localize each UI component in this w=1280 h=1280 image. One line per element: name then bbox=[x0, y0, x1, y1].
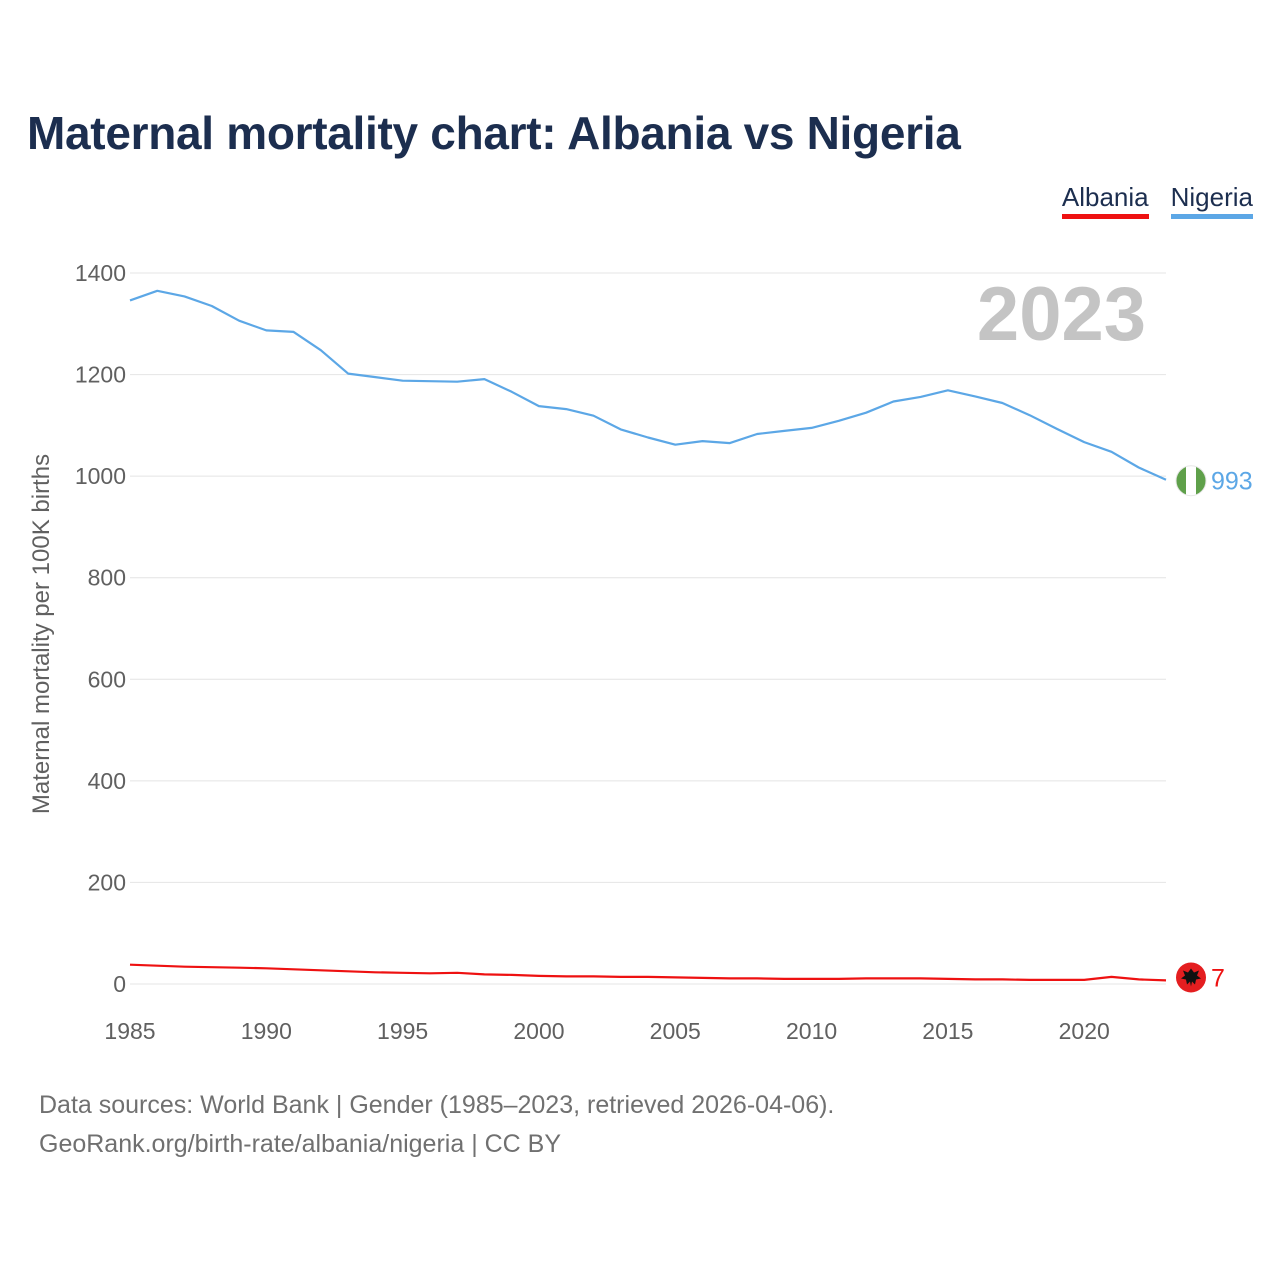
x-tick-label: 2005 bbox=[650, 1018, 701, 1044]
end-label-albania: 7 bbox=[1211, 964, 1225, 992]
x-tick-label: 1990 bbox=[241, 1018, 292, 1044]
data-source-text: Data sources: World Bank | Gender (1985–… bbox=[39, 1091, 835, 1119]
x-tick-label: 2020 bbox=[1059, 1018, 1110, 1044]
y-tick-label: 1000 bbox=[75, 463, 126, 489]
y-tick-label: 1400 bbox=[75, 260, 126, 286]
y-tick-label: 200 bbox=[88, 869, 126, 895]
footer: Data sources: World Bank | Gender (1985–… bbox=[39, 1086, 834, 1164]
y-tick-label: 1200 bbox=[75, 362, 126, 388]
x-tick-label: 1995 bbox=[377, 1018, 428, 1044]
legend: Albania Nigeria bbox=[1061, 182, 1253, 219]
chart-title: Maternal mortality chart: Albania vs Nig… bbox=[27, 107, 961, 159]
x-tick-label: 2000 bbox=[513, 1018, 564, 1044]
series-line-nigeria bbox=[129, 289, 1167, 481]
year-overlay: 2023 bbox=[977, 272, 1146, 357]
source-url-text: GeoRank.org/birth-rate/albania/nigeria |… bbox=[39, 1130, 562, 1158]
nigeria-flag-icon bbox=[1175, 465, 1207, 497]
x-tick-labels: 1985 1990 1995 2000 2005 2010 2015 2020 bbox=[104, 1018, 1109, 1044]
series-line-albania bbox=[129, 963, 1167, 982]
grid-lines bbox=[130, 272, 1166, 985]
y-tick-label: 800 bbox=[88, 565, 126, 591]
albania-flag-icon bbox=[1176, 962, 1206, 993]
legend-item-albania[interactable]: Albania bbox=[1061, 182, 1149, 219]
y-tick-label: 400 bbox=[88, 768, 126, 794]
legend-item-nigeria[interactable]: Nigeria bbox=[1170, 182, 1253, 219]
y-tick-labels: 0 200 400 600 800 1000 1200 1400 bbox=[75, 260, 126, 997]
x-tick-label: 1985 bbox=[104, 1018, 155, 1044]
x-tick-label: 2015 bbox=[922, 1018, 973, 1044]
end-label-nigeria: 993 bbox=[1211, 468, 1253, 496]
y-tick-label: 600 bbox=[88, 666, 126, 692]
end-markers: 993 7 bbox=[1175, 465, 1253, 993]
x-tick-label: 2010 bbox=[786, 1018, 837, 1044]
y-tick-label: 0 bbox=[113, 971, 126, 997]
series-lines bbox=[129, 289, 1167, 982]
